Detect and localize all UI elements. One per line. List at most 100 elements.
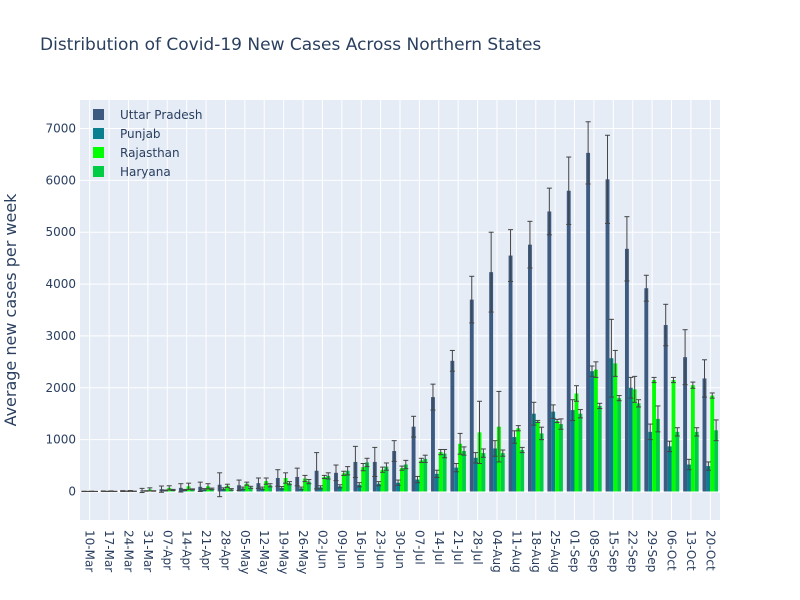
bar-rajasthan[interactable]: [535, 421, 540, 492]
bar-haryana[interactable]: [365, 462, 369, 492]
bar-rajasthan[interactable]: [652, 380, 656, 492]
error-bar-rajasthan: [380, 466, 386, 473]
bar-punjab[interactable]: [434, 473, 439, 492]
bar-haryana[interactable]: [403, 464, 408, 492]
bar-rajasthan[interactable]: [264, 481, 269, 492]
legend-item-uttar-pradesh[interactable]: Uttar Pradesh: [93, 108, 202, 122]
bar-punjab[interactable]: [590, 371, 594, 492]
bar-uttar-pradesh[interactable]: [411, 426, 416, 492]
bar-rajasthan[interactable]: [361, 467, 366, 492]
bar-rajasthan[interactable]: [303, 478, 307, 492]
bar-punjab[interactable]: [570, 410, 575, 492]
bar-rajasthan[interactable]: [322, 476, 327, 492]
bar-punjab[interactable]: [337, 486, 342, 492]
bar-uttar-pradesh[interactable]: [605, 179, 610, 492]
bar-rajasthan[interactable]: [438, 452, 443, 492]
legend-label: Uttar Pradesh: [120, 108, 202, 122]
bar-rajasthan[interactable]: [690, 385, 695, 492]
bar-punjab[interactable]: [357, 484, 362, 492]
bar-uttar-pradesh[interactable]: [469, 299, 474, 492]
bar-haryana[interactable]: [462, 451, 466, 492]
bar-haryana[interactable]: [675, 431, 680, 492]
bar-haryana[interactable]: [442, 453, 447, 492]
bar-punjab[interactable]: [376, 483, 381, 492]
bar-uttar-pradesh[interactable]: [392, 451, 397, 492]
bar-rajasthan[interactable]: [400, 468, 404, 492]
bar-punjab[interactable]: [687, 464, 691, 492]
bar-haryana[interactable]: [636, 403, 641, 492]
legend-item-haryana[interactable]: Haryana: [93, 165, 171, 179]
bar-punjab[interactable]: [512, 437, 517, 492]
bar-uttar-pradesh[interactable]: [586, 152, 591, 492]
legend-item-punjab[interactable]: Punjab: [93, 127, 161, 141]
bar-haryana[interactable]: [345, 470, 350, 492]
bar-uttar-pradesh[interactable]: [450, 360, 455, 492]
bar-rajasthan[interactable]: [710, 395, 715, 492]
bar-rajasthan[interactable]: [632, 389, 637, 492]
bar-rajasthan[interactable]: [613, 363, 618, 492]
bar-rajasthan[interactable]: [671, 380, 676, 492]
bar-haryana[interactable]: [384, 466, 389, 492]
bar-haryana[interactable]: [597, 405, 602, 492]
bar-rajasthan[interactable]: [555, 420, 560, 492]
bar-haryana[interactable]: [559, 424, 563, 492]
legend-item-rajasthan[interactable]: Rajasthan: [93, 146, 180, 160]
bar-haryana[interactable]: [617, 398, 622, 492]
bar-rajasthan[interactable]: [341, 473, 346, 492]
bar-punjab[interactable]: [396, 482, 400, 492]
bar-punjab[interactable]: [628, 387, 633, 492]
bar-uttar-pradesh[interactable]: [528, 244, 532, 492]
bar-punjab[interactable]: [648, 431, 653, 492]
bar-haryana[interactable]: [306, 481, 311, 492]
bar-uttar-pradesh[interactable]: [508, 255, 513, 492]
bar-haryana[interactable]: [209, 488, 214, 492]
bar-haryana[interactable]: [500, 453, 505, 492]
bar-rajasthan[interactable]: [380, 469, 385, 492]
bar-punjab[interactable]: [454, 467, 459, 492]
bar-rajasthan[interactable]: [574, 393, 579, 492]
bar-punjab[interactable]: [493, 448, 497, 492]
bar-haryana[interactable]: [326, 475, 331, 492]
bar-haryana[interactable]: [190, 489, 195, 492]
bar-punjab[interactable]: [318, 487, 323, 492]
error-bar-haryana: [286, 481, 292, 486]
bar-haryana[interactable]: [656, 418, 660, 492]
bar-punjab[interactable]: [609, 358, 614, 492]
bar-punjab[interactable]: [473, 457, 478, 492]
error-bar-punjab: [298, 486, 304, 491]
bar-uttar-pradesh[interactable]: [334, 472, 338, 492]
bar-haryana[interactable]: [423, 458, 428, 492]
bar-rajasthan[interactable]: [283, 478, 288, 492]
bar-rajasthan[interactable]: [244, 483, 249, 492]
bar-uttar-pradesh[interactable]: [431, 397, 435, 492]
bar-punjab[interactable]: [706, 466, 711, 492]
bar-punjab[interactable]: [551, 411, 556, 492]
bar-rajasthan[interactable]: [593, 369, 598, 492]
bar-uttar-pradesh[interactable]: [683, 357, 688, 492]
bar-punjab[interactable]: [531, 413, 536, 492]
bar-haryana[interactable]: [578, 413, 583, 492]
bar-uttar-pradesh[interactable]: [624, 248, 629, 492]
bar-rajasthan[interactable]: [225, 485, 230, 492]
bar-haryana[interactable]: [539, 433, 544, 492]
bar-haryana[interactable]: [248, 487, 253, 492]
bar-uttar-pradesh[interactable]: [702, 378, 707, 492]
bar-uttar-pradesh[interactable]: [547, 211, 552, 492]
bar-uttar-pradesh[interactable]: [663, 325, 668, 492]
bar-punjab[interactable]: [279, 487, 284, 492]
bar-haryana[interactable]: [268, 485, 272, 492]
bar-haryana[interactable]: [520, 450, 525, 492]
bar-punjab[interactable]: [667, 446, 672, 492]
bar-haryana[interactable]: [694, 431, 699, 492]
bar-haryana[interactable]: [481, 453, 486, 492]
bar-rajasthan[interactable]: [516, 428, 521, 492]
bar-punjab[interactable]: [415, 479, 420, 492]
bar-rajasthan[interactable]: [419, 460, 424, 492]
bar-uttar-pradesh[interactable]: [489, 272, 494, 492]
bar-haryana[interactable]: [287, 483, 292, 492]
bar-haryana[interactable]: [714, 430, 719, 492]
bar-uttar-pradesh[interactable]: [566, 190, 571, 492]
bar-rajasthan[interactable]: [458, 443, 463, 492]
legend[interactable]: Uttar Pradesh Punjab Rajasthan Haryana: [93, 108, 202, 179]
bar-uttar-pradesh[interactable]: [644, 288, 649, 492]
